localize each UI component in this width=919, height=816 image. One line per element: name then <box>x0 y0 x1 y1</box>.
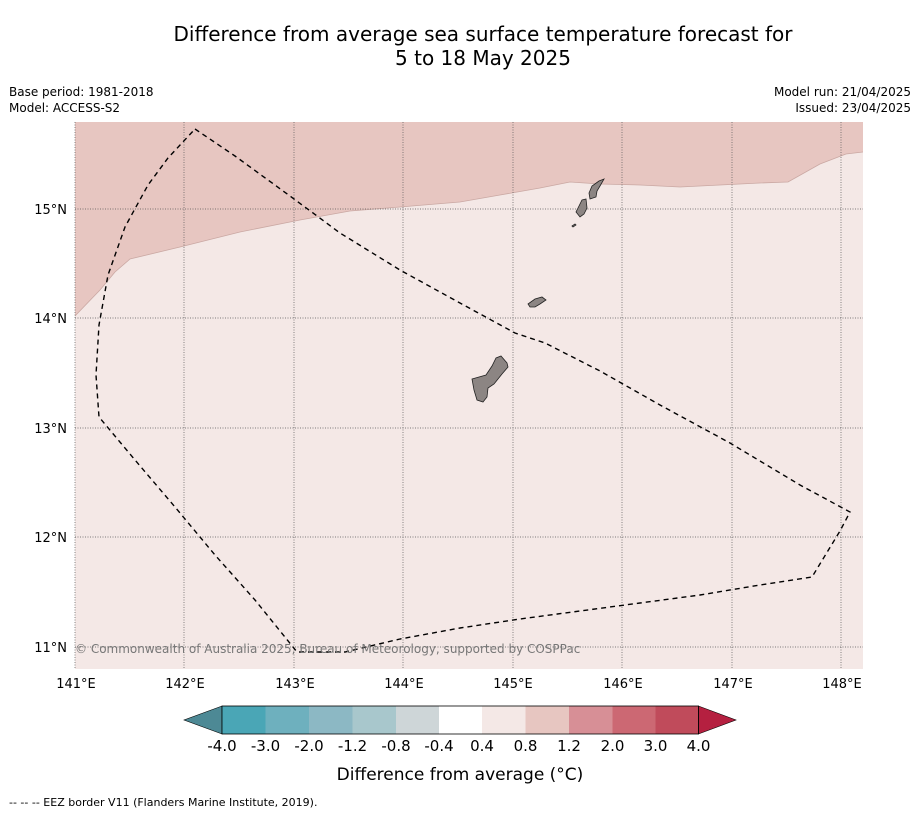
colorbar-segment <box>265 706 309 734</box>
rota-island <box>527 296 547 308</box>
copyright-notice: © Commonwealth of Australia 2025, Bureau… <box>75 642 580 656</box>
colorbar-segment <box>612 706 656 734</box>
title-line-1: Difference from average sea surface temp… <box>173 22 793 46</box>
colorbar-high-extend <box>698 705 737 735</box>
colorbar-segment <box>222 706 266 734</box>
colorbar-segment <box>482 706 526 734</box>
latitude-labels: 15°N 14°N 13°N 12°N 11°N <box>34 203 67 656</box>
lat-label-13n: 13°N <box>34 422 67 437</box>
model-name: Model: ACCESS-S2 <box>9 101 121 115</box>
saipan-island <box>588 178 605 200</box>
issued-date: Issued: 23/04/2025 <box>795 101 911 115</box>
north-anomaly-band <box>75 122 863 316</box>
lon-label-142e: 142°E <box>165 677 205 692</box>
colorbar-tick-label: 2.0 <box>601 737 625 755</box>
colorbar-segment <box>655 706 699 734</box>
gridlines <box>74 122 863 669</box>
colorbar-segment <box>569 706 613 734</box>
longitude-labels: 141°E 142°E 143°E 144°E 145°E 146°E 147°… <box>56 677 862 692</box>
colorbar-tick-label: -0.4 <box>424 737 453 755</box>
colorbar: -4.0 -3.0 -2.0 -1.2 -0.8 -0.4 0.4 0.8 1.… <box>183 705 737 785</box>
lat-label-14n: 14°N <box>34 312 67 327</box>
colorbar-tick-label: 1.2 <box>557 737 581 755</box>
colorbar-segment <box>352 706 396 734</box>
tinian-island <box>575 198 588 218</box>
run-info: Model run: 21/04/2025 Issued: 23/04/2025 <box>774 84 911 116</box>
lon-label-147e: 147°E <box>713 677 753 692</box>
lon-label-145e: 145°E <box>493 677 533 692</box>
colorbar-tick-label: -1.2 <box>338 737 367 755</box>
base-period: Base period: 1981-2018 <box>9 85 154 99</box>
eez-border <box>95 128 851 653</box>
model-info: Base period: 1981-2018 Model: ACCESS-S2 <box>9 84 154 116</box>
colorbar-segment <box>309 706 353 734</box>
colorbar-segment <box>396 706 439 734</box>
colorbar-tick-label: 3.0 <box>644 737 668 755</box>
colorbar-tick-label: 0.8 <box>514 737 538 755</box>
lat-label-15n: 15°N <box>34 203 67 218</box>
colorbar-tick-label: -0.8 <box>381 737 410 755</box>
title-line-2: 5 to 18 May 2025 <box>395 46 571 70</box>
colorbar-low-extend <box>183 705 223 735</box>
lat-label-11n: 11°N <box>34 641 67 656</box>
map-title: Difference from average sea surface temp… <box>0 22 919 70</box>
map-panel: © Commonwealth of Australia 2025, Bureau… <box>74 122 863 669</box>
aguijan-islet <box>571 223 577 228</box>
colorbar-tick-label: -3.0 <box>251 737 280 755</box>
colorbar-segment <box>439 706 482 734</box>
lat-label-12n: 12°N <box>34 531 67 546</box>
colorbar-tick-label: 4.0 <box>687 737 711 755</box>
anomaly-boundary-line <box>75 151 863 317</box>
colorbar-segment <box>525 706 569 734</box>
colorbar-tick-label: -4.0 <box>207 737 236 755</box>
lon-label-144e: 144°E <box>384 677 424 692</box>
land-masses <box>471 178 605 403</box>
colorbar-tick-label: 0.4 <box>470 737 494 755</box>
colorbar-outline <box>221 705 699 735</box>
eez-legend-note: -- -- -- EEZ border V11 (Flanders Marine… <box>9 796 318 809</box>
lon-label-143e: 143°E <box>275 677 315 692</box>
lon-label-141e: 141°E <box>56 677 96 692</box>
lon-label-146e: 146°E <box>603 677 643 692</box>
model-run: Model run: 21/04/2025 <box>773 85 911 99</box>
colorbar-title: Difference from average (°C) <box>337 765 584 785</box>
colorbar-tick-label: -2.0 <box>294 737 323 755</box>
guam-island <box>471 355 509 403</box>
lon-label-148e: 148°E <box>822 677 862 692</box>
